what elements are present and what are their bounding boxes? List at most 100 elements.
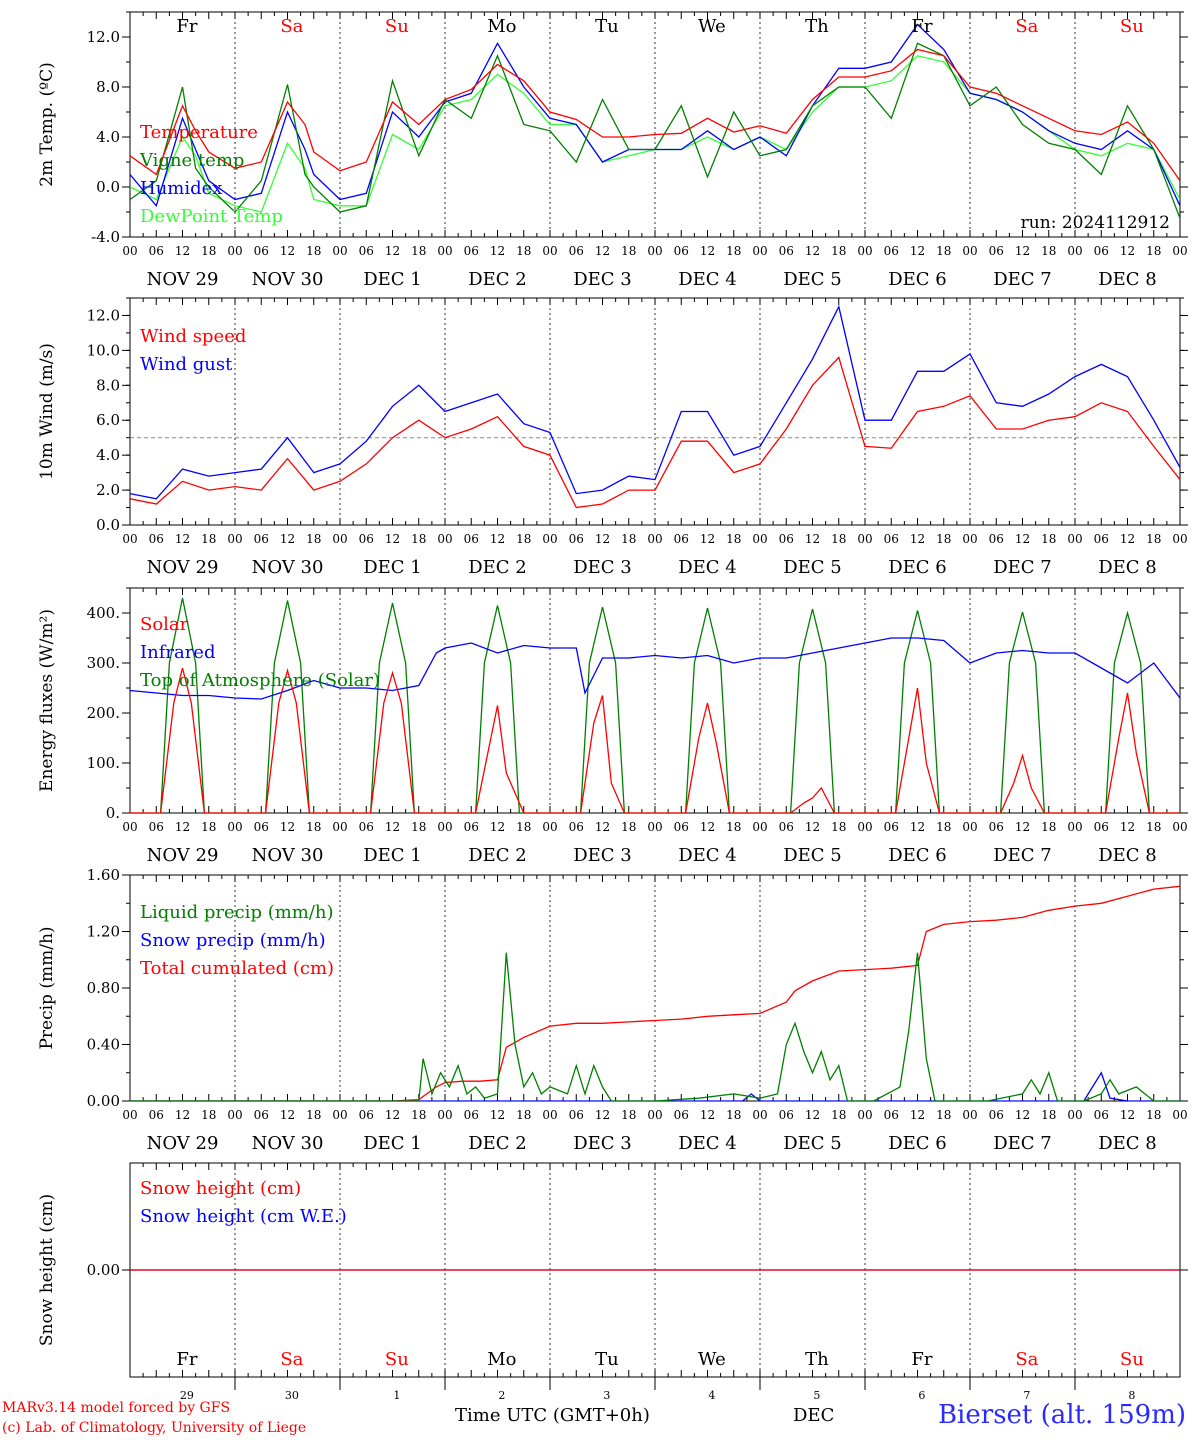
day-number-label: 8 xyxy=(1128,1389,1135,1402)
hour-tick-label: 06 xyxy=(149,532,164,546)
date-label: DEC 3 xyxy=(573,269,632,290)
weekday-label-bottom: Mo xyxy=(487,1349,516,1370)
hour-tick-label: 18 xyxy=(726,532,741,546)
hour-tick-label: 18 xyxy=(1041,244,1056,258)
hour-tick-label: 00 xyxy=(227,532,242,546)
hour-tick-label: 00 xyxy=(542,820,557,834)
hour-tick-label: 12 xyxy=(280,244,295,258)
hour-tick-label: 06 xyxy=(149,1108,164,1122)
panel-2: 0.0 2.0 4.0 6.0 8.0 10.0 12.0 10m Wind (m/s) Win… xyxy=(37,297,1188,578)
date-label: DEC 1 xyxy=(363,557,422,578)
hour-tick-label: 06 xyxy=(779,820,794,834)
hour-tick-label: 18 xyxy=(1146,1108,1161,1122)
date-label: DEC 6 xyxy=(888,1133,947,1154)
hour-tick-label: 18 xyxy=(201,532,216,546)
hour-tick-label: 18 xyxy=(516,244,531,258)
legend-wind-gust: Wind gust xyxy=(140,354,233,375)
hour-tick-label: 00 xyxy=(752,820,767,834)
hour-tick-label: 12 xyxy=(595,1108,610,1122)
y-tick-label: 2.0 xyxy=(96,481,120,499)
weekday-label-top: Fr xyxy=(176,16,197,37)
hour-tick-label: 12 xyxy=(490,532,505,546)
hour-tick-label: 00 xyxy=(647,1108,662,1122)
hour-tick-label: 18 xyxy=(831,244,846,258)
legend-temperature: Temperature xyxy=(140,122,258,143)
hour-tick-label: 06 xyxy=(674,532,689,546)
hour-tick-label: 06 xyxy=(1094,820,1109,834)
hour-tick-label: 12 xyxy=(595,820,610,834)
hour-tick-label: 12 xyxy=(1015,532,1030,546)
date-label: DEC 7 xyxy=(993,845,1052,866)
y-tick-label: 12.0 xyxy=(87,28,120,46)
date-label: NOV 29 xyxy=(147,269,219,290)
legend-snow-height-cm-w-e-: Snow height (cm W.E.) xyxy=(140,1206,347,1227)
date-label: DEC 4 xyxy=(678,1133,737,1154)
date-label: DEC 2 xyxy=(468,845,527,866)
series-line-liquid-precip-mm-h- xyxy=(130,952,1180,1101)
series-line-wind-speed xyxy=(130,356,1180,509)
hour-tick-label: 00 xyxy=(122,1108,137,1122)
hour-tick-label: 18 xyxy=(831,820,846,834)
hour-tick-label: 06 xyxy=(779,244,794,258)
hour-tick-label: 00 xyxy=(542,1108,557,1122)
y-tick-label: 4.0 xyxy=(96,446,120,464)
hour-tick-label: 12 xyxy=(280,820,295,834)
y-tick-label: 8.0 xyxy=(96,376,120,394)
day-number-label: 7 xyxy=(1023,1389,1030,1402)
hour-tick-label: 12 xyxy=(385,820,400,834)
y-tick-label: 10.0 xyxy=(87,341,120,359)
series-line-snow-precip-mm-h- xyxy=(130,1071,1180,1101)
hour-tick-label: 18 xyxy=(411,532,426,546)
hour-tick-label: 00 xyxy=(542,244,557,258)
y-tick-label: 12.0 xyxy=(87,306,120,324)
hour-tick-label: 06 xyxy=(464,532,479,546)
legend-snow-height-cm-: Snow height (cm) xyxy=(140,1178,301,1199)
hour-tick-label: 18 xyxy=(726,1108,741,1122)
day-number-label: 30 xyxy=(285,1389,299,1402)
hour-tick-label: 06 xyxy=(884,820,899,834)
hour-tick-label: 00 xyxy=(122,820,137,834)
date-label: DEC 2 xyxy=(468,557,527,578)
hour-tick-label: 06 xyxy=(989,244,1004,258)
hour-tick-label: 18 xyxy=(1041,820,1056,834)
hour-tick-label: 18 xyxy=(726,820,741,834)
series-line-wind-gust xyxy=(130,304,1180,500)
legend-infrared: Infrared xyxy=(140,642,215,663)
series-line-infrared xyxy=(130,637,1180,700)
legend-snow-precip-mm-h-: Snow precip (mm/h) xyxy=(140,930,326,951)
hour-tick-label: 12 xyxy=(490,244,505,258)
hour-tick-label: 00 xyxy=(122,532,137,546)
hour-tick-label: 00 xyxy=(1067,244,1082,258)
hour-tick-label: 12 xyxy=(385,244,400,258)
y-axis-label: Precip (mm/h) xyxy=(37,926,57,1049)
y-tick-label: 100. xyxy=(87,754,120,772)
hour-tick-label: 12 xyxy=(700,1108,715,1122)
hour-tick-label: 00 xyxy=(647,244,662,258)
hour-tick-label: 00 xyxy=(437,820,452,834)
hour-tick-label: 06 xyxy=(989,532,1004,546)
hour-tick-label: 18 xyxy=(1041,1108,1056,1122)
date-label: DEC 4 xyxy=(678,845,737,866)
hour-tick-label: 12 xyxy=(595,244,610,258)
y-tick-label: 200. xyxy=(87,704,120,722)
date-label: NOV 29 xyxy=(147,557,219,578)
date-label: DEC 7 xyxy=(993,269,1052,290)
hour-tick-label: 00 xyxy=(1067,1108,1082,1122)
hour-tick-label: 18 xyxy=(516,1108,531,1122)
hour-tick-label: 00 xyxy=(542,532,557,546)
y-tick-label: 0.0 xyxy=(96,516,120,534)
y-tick-label: -4.0 xyxy=(91,228,120,246)
hour-tick-label: 06 xyxy=(989,1108,1004,1122)
date-label: NOV 30 xyxy=(252,845,324,866)
legend-top-of-atmosphere-solar-: Top of Atmosphere (Solar) xyxy=(140,670,380,691)
hour-tick-label: 06 xyxy=(989,820,1004,834)
hour-tick-label: 06 xyxy=(359,244,374,258)
hour-tick-label: 18 xyxy=(936,532,951,546)
hour-tick-label: 06 xyxy=(779,532,794,546)
hour-tick-label: 00 xyxy=(962,1108,977,1122)
hour-tick-label: 06 xyxy=(674,244,689,258)
hour-tick-label: 12 xyxy=(385,1108,400,1122)
hour-tick-label: 12 xyxy=(1120,532,1135,546)
y-tick-label: 0.40 xyxy=(87,1036,120,1054)
